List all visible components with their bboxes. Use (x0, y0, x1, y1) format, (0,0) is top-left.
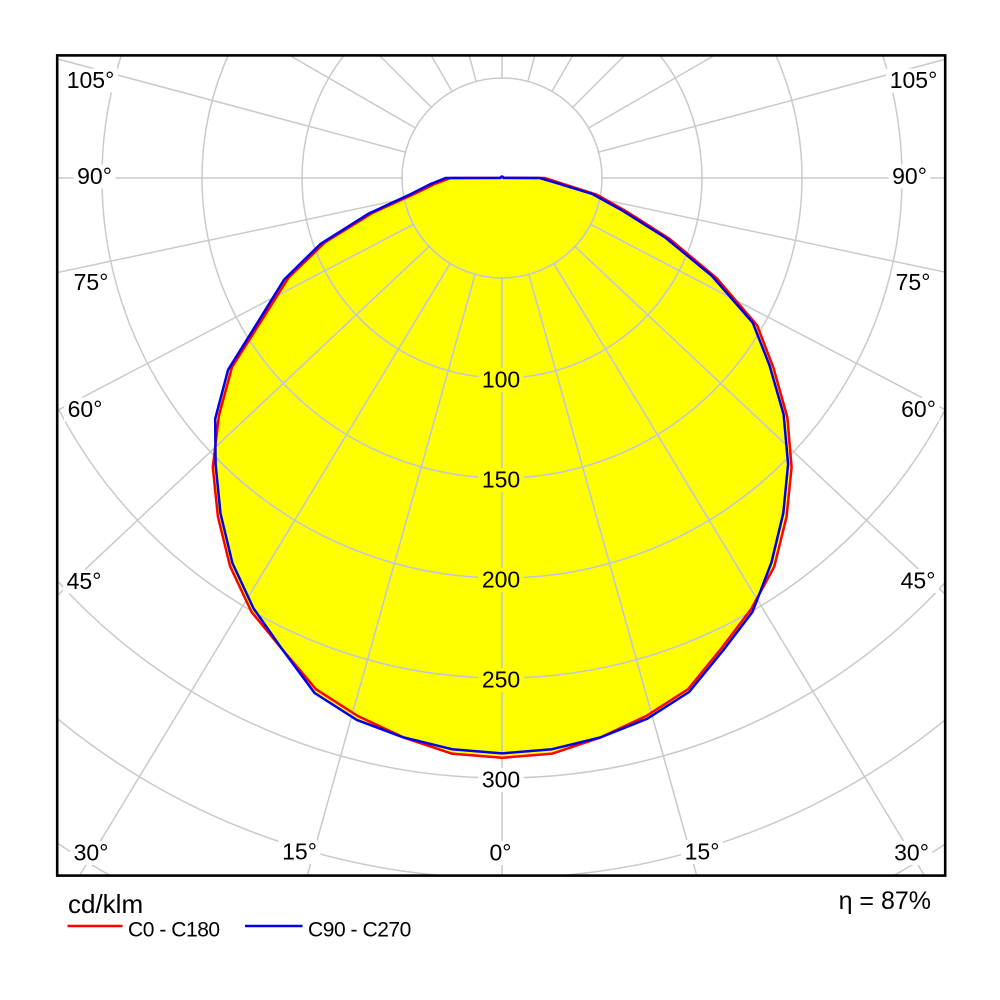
svg-text:η = 87%: η = 87% (839, 887, 931, 915)
svg-text:90°: 90° (892, 163, 927, 189)
svg-text:90°: 90° (77, 163, 112, 189)
svg-text:105°: 105° (890, 67, 938, 93)
svg-text:105°: 105° (67, 67, 115, 93)
svg-text:45°: 45° (901, 568, 936, 594)
svg-text:250: 250 (482, 667, 520, 693)
svg-text:100: 100 (482, 367, 520, 393)
svg-text:30°: 30° (894, 840, 929, 866)
svg-text:cd/klm: cd/klm (68, 889, 143, 919)
svg-text:45°: 45° (67, 568, 102, 594)
svg-text:75°: 75° (896, 269, 931, 295)
svg-text:0°: 0° (490, 840, 512, 866)
svg-text:15°: 15° (282, 839, 317, 865)
svg-text:60°: 60° (901, 396, 936, 422)
svg-text:75°: 75° (74, 269, 109, 295)
svg-text:200: 200 (482, 567, 520, 593)
svg-text:30°: 30° (74, 840, 109, 866)
svg-text:300: 300 (482, 767, 520, 793)
svg-text:C90 - C270: C90 - C270 (308, 919, 411, 942)
svg-text:60°: 60° (68, 396, 103, 422)
svg-text:15°: 15° (685, 839, 720, 865)
svg-text:150: 150 (482, 467, 520, 493)
svg-text:C0 - C180: C0 - C180 (128, 919, 220, 942)
